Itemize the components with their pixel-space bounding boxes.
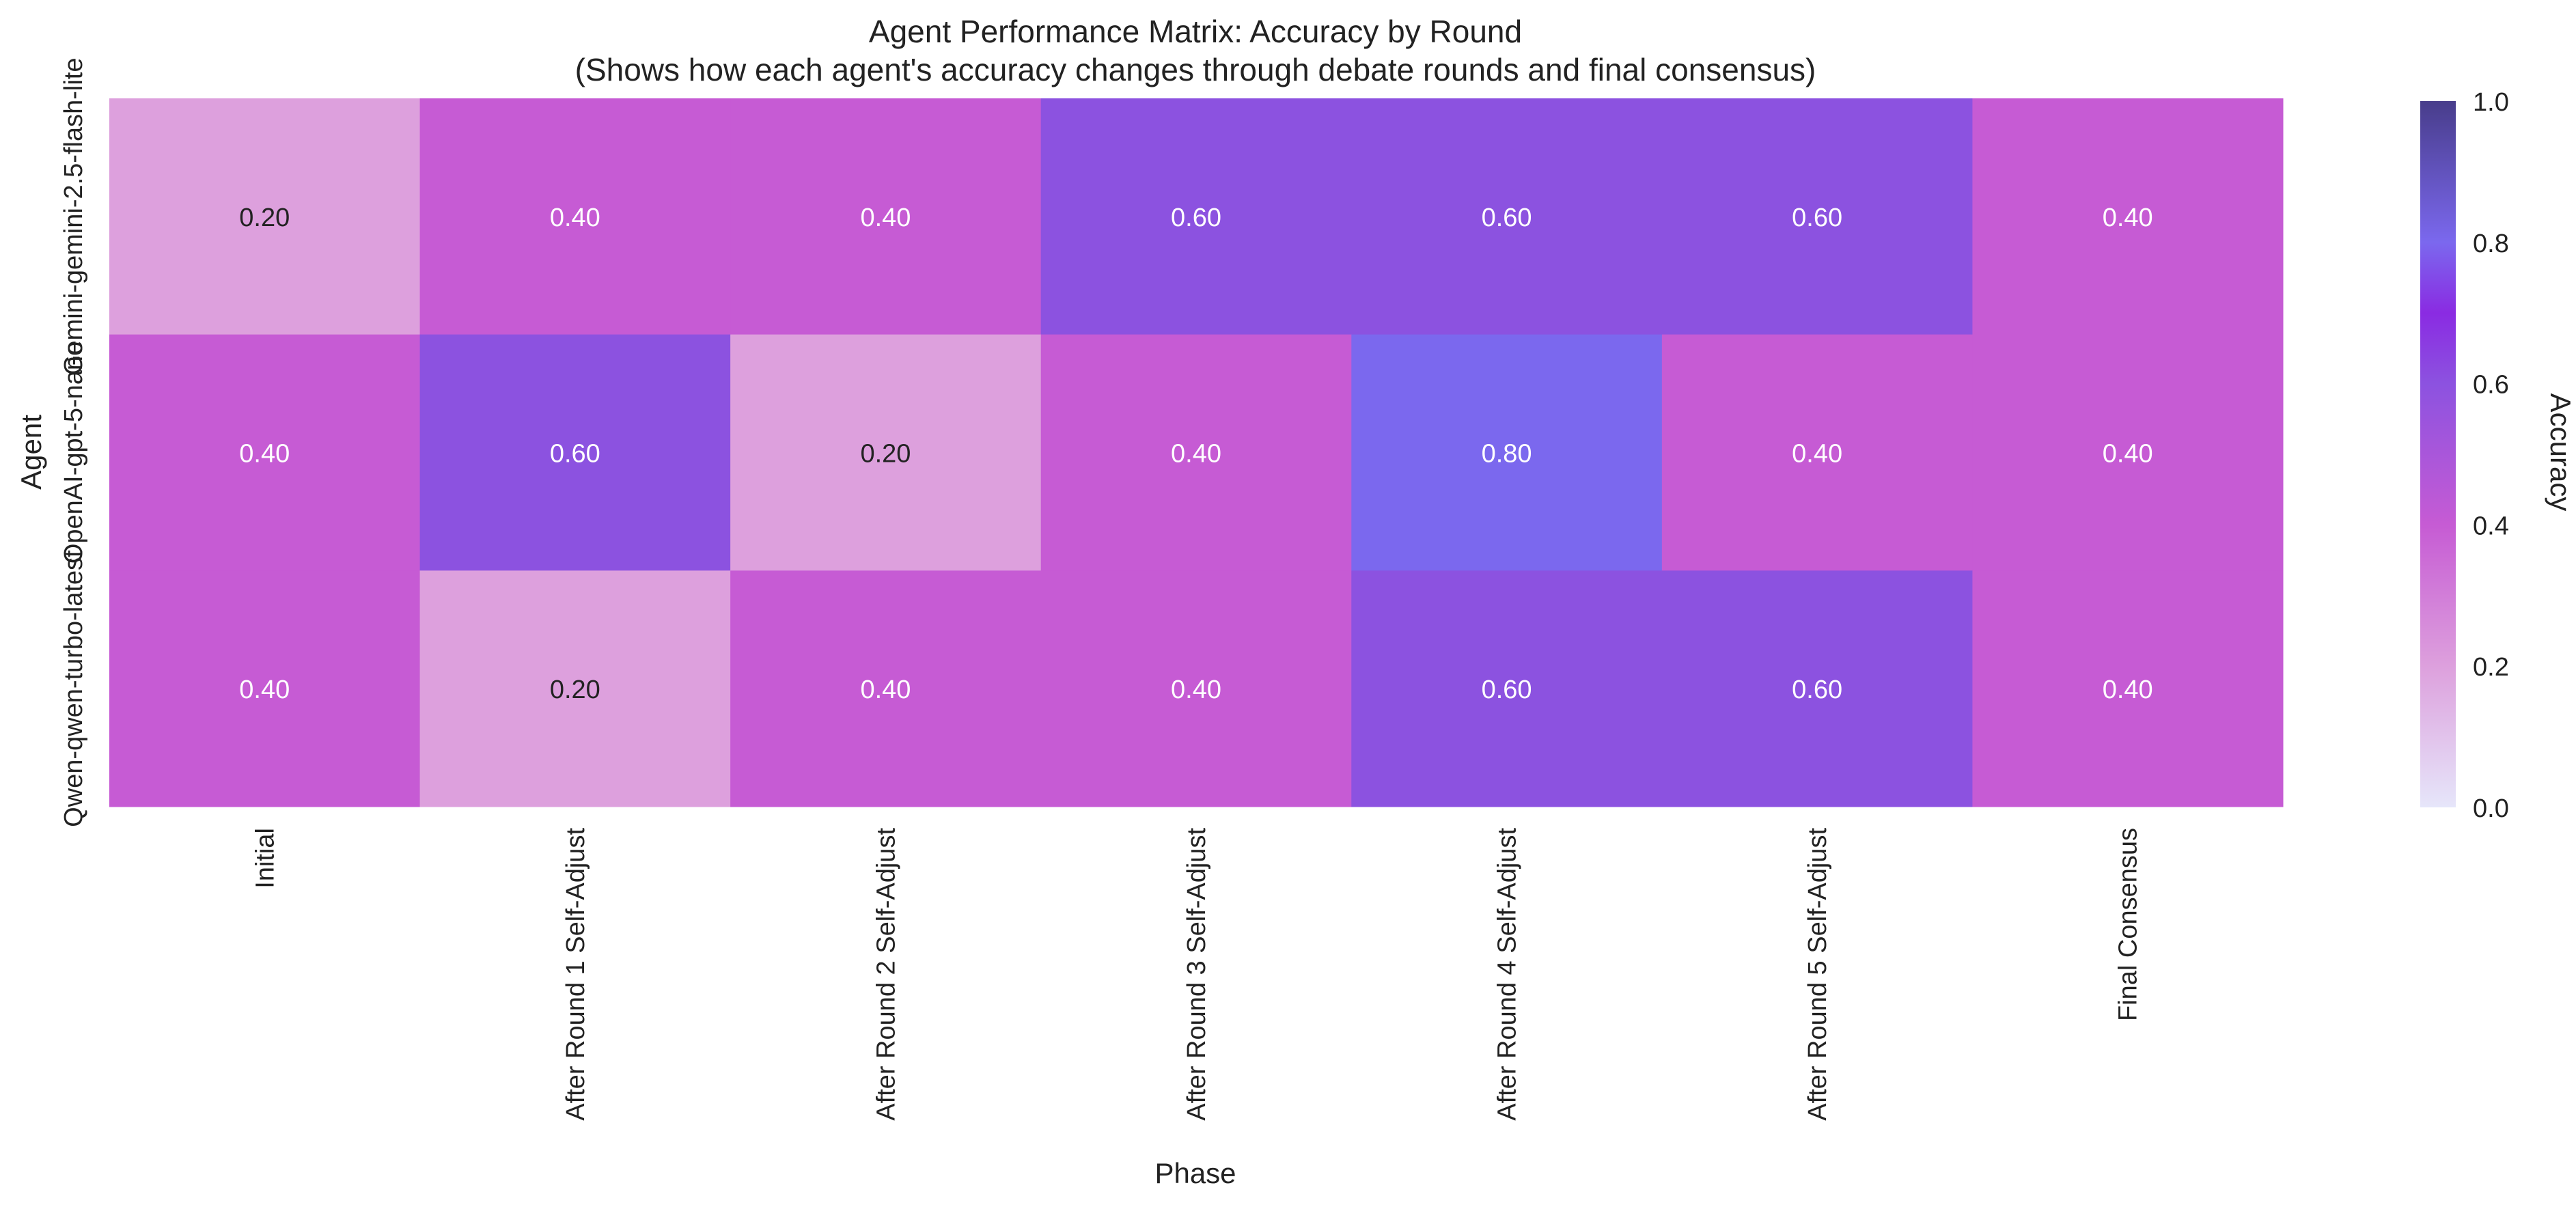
heatmap-cell [1351, 570, 1663, 807]
y-tick-label: OpenAI-gpt-5-nano [59, 342, 88, 564]
cell-value-label: 0.20 [239, 204, 290, 232]
x-tick-labels: Initial After Round 1 Self-Adjust After Ro… [251, 828, 2142, 1121]
colorbar-tick-label: 1.0 [2473, 88, 2509, 117]
cell-value-label: 0.40 [1171, 440, 1221, 469]
cell-value-label: 0.40 [1792, 440, 1842, 469]
chart-subtitle: (Shows how each agent's accuracy changes… [575, 52, 1816, 87]
cell-value-label: 0.40 [239, 676, 290, 704]
x-tick-label: After Round 1 Self-Adjust [562, 828, 590, 1121]
heatmap-cell [419, 334, 731, 571]
x-tick-label: Initial [251, 828, 279, 889]
chart-title: Agent Performance Matrix: Accuracy by Ro… [869, 14, 1522, 49]
cell-value-label: 0.40 [1171, 676, 1221, 704]
heatmap-cell [1972, 98, 2284, 335]
heatmap-cell-labels: 0.20 0.40 0.40 0.60 0.60 0.60 0.40 0.40 0.60 0.20… [239, 204, 2152, 704]
x-tick-label: After Round 3 Self-Adjust [1182, 828, 1211, 1121]
y-tick-labels: Gemini-gemini-2.5-flash-liteOpenAI-gpt-5… [59, 58, 88, 827]
heatmap-cell [1351, 98, 1663, 335]
heatmap-cell [1661, 334, 1973, 571]
colorbar-label: Accuracy [2545, 393, 2576, 512]
heatmap-cell [1040, 334, 1352, 571]
cell-value-label: 0.40 [2103, 676, 2153, 704]
heatmap-cell [730, 570, 1042, 807]
cell-value-label: 0.60 [1171, 204, 1221, 232]
cell-value-label: 0.80 [1482, 440, 1532, 469]
heatmap-cell [730, 334, 1042, 571]
y-tick-label: Qwen-qwen-turbo-latest [59, 550, 88, 827]
colorbar [2420, 101, 2456, 807]
heatmap-cell [1661, 570, 1973, 807]
x-tick-label: After Round 2 Self-Adjust [872, 828, 900, 1121]
y-axis-label: Agent [15, 415, 47, 490]
heatmap-cell [109, 98, 421, 335]
colorbar-tick-label: 0.4 [2473, 512, 2509, 540]
heatmap-cell [1040, 570, 1352, 807]
x-tick-label: After Round 4 Self-Adjust [1493, 828, 1522, 1121]
cell-value-label: 0.40 [860, 204, 911, 232]
cell-value-label: 0.40 [2103, 204, 2153, 232]
colorbar-tick-label: 0.8 [2473, 230, 2509, 258]
x-tick-label: Final Consensus [2114, 828, 2143, 1021]
x-axis-label: Phase [1154, 1157, 1236, 1189]
cell-value-label: 0.40 [239, 440, 290, 469]
cell-value-label: 0.40 [860, 676, 911, 704]
heatmap-cell [109, 570, 421, 807]
x-tick-label: After Round 5 Self-Adjust [1803, 828, 1832, 1121]
colorbar-tick-label: 0.2 [2473, 653, 2509, 682]
colorbar-tick-label: 0.6 [2473, 371, 2509, 400]
cell-value-label: 0.60 [550, 440, 600, 469]
cell-value-label: 0.60 [1792, 676, 1842, 704]
cell-value-label: 0.60 [1482, 676, 1532, 704]
y-tick-label: Gemini-gemini-2.5-flash-lite [59, 58, 88, 376]
colorbar-ticks: 0.0 0.2 0.4 0.6 0.8 1.0 [2473, 88, 2509, 823]
colorbar-tick-label: 0.0 [2473, 794, 2509, 823]
cell-value-label: 0.60 [1792, 204, 1842, 232]
heatmap-cell [1040, 98, 1352, 335]
cell-value-label: 0.20 [860, 440, 911, 469]
cell-value-label: 0.60 [1482, 204, 1532, 232]
heatmap-cell [1972, 334, 2284, 571]
cell-value-label: 0.40 [2103, 440, 2153, 469]
heatmap-cells [109, 98, 2284, 807]
heatmap-cell [730, 98, 1042, 335]
heatmap-cell [109, 334, 421, 571]
heatmap-cell [419, 570, 731, 807]
cell-value-label: 0.20 [550, 676, 600, 704]
heatmap-cell [419, 98, 731, 335]
cell-value-label: 0.40 [550, 204, 600, 232]
heatmap-cell [1661, 98, 1973, 335]
heatmap-cell [1351, 334, 1663, 571]
heatmap-cell [1972, 570, 2284, 807]
